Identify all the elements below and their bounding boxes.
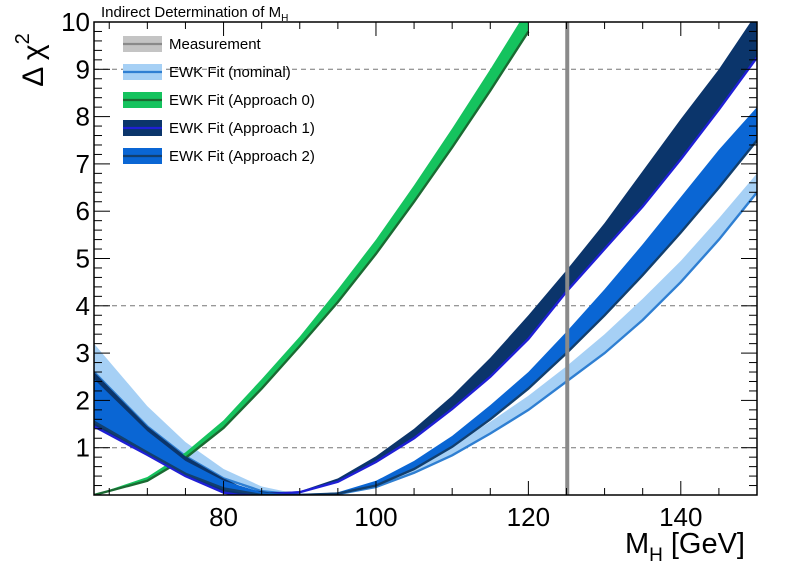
x-tick-label: 120 (507, 502, 550, 532)
legend-label: EWK Fit (nominal) (169, 64, 291, 81)
y-tick-label: 4 (76, 291, 90, 321)
fit-band-3 (94, 107, 757, 495)
legend-item: EWK Fit (Approach 2) (123, 148, 315, 165)
y-tick-label: 7 (76, 149, 90, 179)
y-tick-label: 9 (76, 54, 90, 84)
legend-item: Measurement (123, 36, 262, 53)
legend-item: EWK Fit (Approach 0) (123, 92, 315, 109)
fit-band-0 (94, 173, 757, 495)
y-tick-label: 2 (76, 385, 90, 415)
legend-item: EWK Fit (Approach 1) (123, 120, 315, 137)
legend-label: EWK Fit (Approach 0) (169, 92, 315, 109)
y-tick-label: 5 (76, 244, 90, 274)
fit-bands (94, 22, 757, 495)
y-tick-label: 6 (76, 196, 90, 226)
x-tick-label: 100 (354, 502, 397, 532)
x-tick-label: 80 (209, 502, 238, 532)
y-tick-label: 3 (76, 338, 90, 368)
legend: Measurement EWK Fit (nominal) EWK Fit (App… (123, 36, 315, 165)
y-tick-label: 8 (76, 102, 90, 132)
x-tick-label: 140 (659, 502, 702, 532)
axis-ticks: 80 100 120 140 1 2 3 4 5 6 7 8 9 10 (61, 7, 758, 532)
fit-line-2 (94, 56, 757, 495)
y-tick-label: 10 (61, 7, 90, 37)
x-axis-label: MH [GeV] (625, 528, 745, 566)
legend-label: EWK Fit (Approach 2) (169, 148, 315, 165)
legend-label: EWK Fit (Approach 1) (169, 120, 315, 137)
legend-label: Measurement (169, 36, 262, 53)
legend-item: EWK Fit (nominal) (123, 64, 291, 81)
fit-line-3 (94, 139, 757, 495)
y-tick-label: 1 (76, 433, 90, 463)
y-axis-label: Δ χ2 (12, 33, 50, 87)
chart-title: Indirect Determination of MH (101, 4, 288, 24)
